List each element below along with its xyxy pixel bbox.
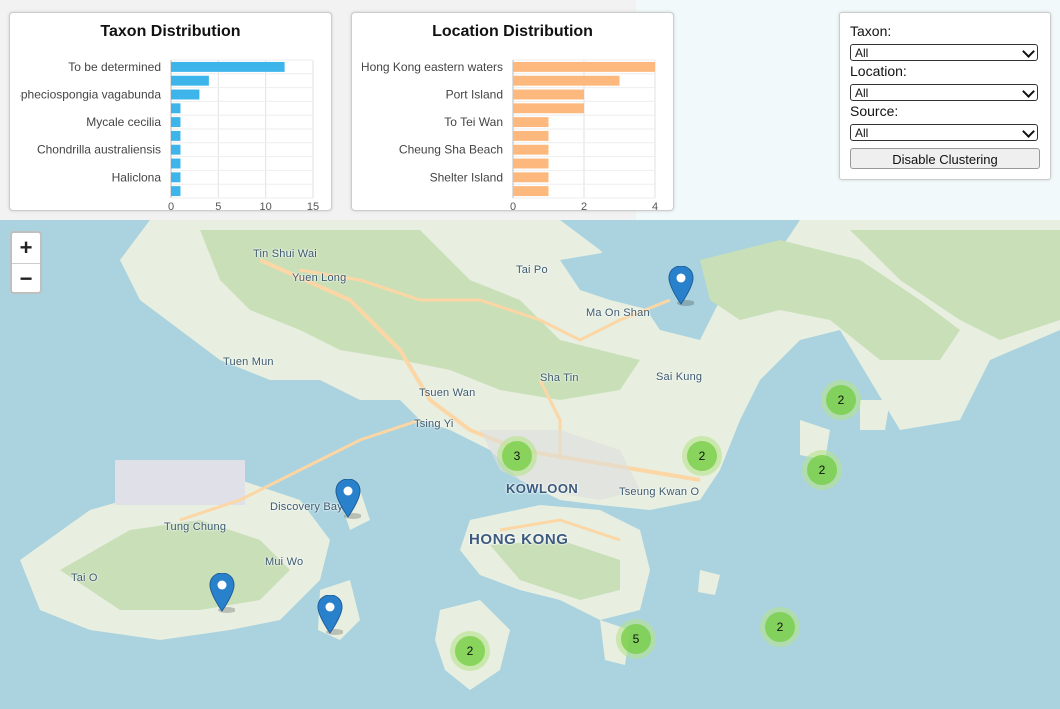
taxon-chart-panel: Taxon Distribution 0 5 10 15 To be determine… [9, 12, 332, 211]
place-label-tuen-mun: Tuen Mun [223, 356, 274, 368]
category-label: Haliclona [112, 170, 162, 184]
marker-cluster[interactable]: 2 [802, 450, 842, 490]
marker-cluster[interactable]: 2 [682, 436, 722, 476]
bar[interactable] [171, 144, 181, 155]
bar[interactable] [513, 172, 549, 183]
cluster-count: 2 [826, 385, 856, 415]
cluster-count: 2 [455, 636, 485, 666]
label-clip [352, 58, 362, 200]
place-label-yuen-long: Yuen Long [292, 272, 347, 284]
bar[interactable] [171, 117, 181, 128]
chevron-down-icon [1022, 125, 1035, 138]
chevron-down-icon [1022, 85, 1035, 98]
category-label: Shelter Island [430, 170, 503, 184]
zoom-in-button[interactable]: + [12, 233, 40, 264]
bar[interactable] [171, 89, 200, 100]
source-select[interactable]: All [850, 124, 1038, 141]
location-chart-panel: Location Distribution 0 2 4 Hong Kong easte… [351, 12, 674, 211]
map-pin-icon[interactable] [668, 266, 694, 306]
bar[interactable] [513, 61, 655, 72]
label-clip [10, 58, 20, 200]
bar[interactable] [171, 61, 285, 72]
category-label: To be determined [68, 60, 161, 74]
bar[interactable] [171, 158, 181, 169]
bar[interactable] [513, 89, 584, 100]
source-filter-label: Source: [850, 103, 899, 119]
x-tick-label: 2 [581, 201, 587, 210]
chevron-down-icon [1022, 45, 1035, 58]
location-chart: 0 2 4 Hong Kong eastern waters Port Island To… [352, 58, 658, 210]
bar[interactable] [513, 117, 549, 128]
category-label: Cheung Sha Beach [399, 143, 503, 157]
location-filter-label: Location: [850, 63, 907, 79]
place-label-tin-shui-wai: Tin Shui Wai [253, 248, 317, 260]
place-label-tsuen-wan: Tsuen Wan [419, 387, 476, 399]
taxon-select[interactable]: All [850, 44, 1038, 61]
taxon-chart: 0 5 10 15 To be determined Spheciospongia vag… [10, 58, 319, 210]
x-tick-label: 4 [652, 201, 658, 210]
x-tick-label: 5 [215, 201, 221, 210]
marker-cluster[interactable]: 5 [616, 619, 656, 659]
place-label-kowloon: KOWLOON [506, 481, 579, 496]
place-label-discovery-bay: Discovery Bay [270, 501, 343, 513]
place-label-tseung-kwan-o: Tseung Kwan O [619, 486, 700, 498]
place-label-tsing-yi: Tsing Yi [414, 418, 454, 430]
map-pin-icon[interactable] [317, 595, 343, 635]
filter-panel: Taxon: All Location: All Source: All Dis… [839, 12, 1051, 180]
bar[interactable] [513, 75, 620, 86]
bar[interactable] [513, 103, 584, 114]
x-tick-label: 0 [510, 201, 516, 210]
place-label-tung-chung: Tung Chung [164, 521, 227, 533]
place-label-sai-kung: Sai Kung [656, 371, 703, 383]
source-select-value: All [855, 126, 869, 140]
zoom-out-button[interactable]: − [19, 266, 33, 291]
zoom-control: + − [10, 231, 42, 294]
marker-cluster[interactable]: 2 [821, 380, 861, 420]
place-label-ma-on-shan: Ma On Shan [586, 307, 650, 319]
cluster-count: 2 [687, 441, 717, 471]
marker-cluster[interactable]: 2 [450, 631, 490, 671]
place-label-hong-kong: HONG KONG [469, 531, 569, 548]
bar[interactable] [513, 158, 549, 169]
category-label: Spheciospongia vagabunda [13, 88, 161, 102]
x-tick-label: 0 [168, 201, 174, 210]
bar[interactable] [513, 144, 549, 155]
category-label: Mycale cecilia [86, 115, 161, 129]
taxon-chart-title: Taxon Distribution [100, 23, 241, 40]
bar[interactable] [171, 75, 209, 86]
taxon-select-value: All [855, 46, 869, 60]
location-select[interactable]: All [850, 84, 1038, 101]
taxon-filter-label: Taxon: [850, 23, 892, 39]
cluster-count: 5 [621, 624, 651, 654]
place-label-tai-o: Tai O [71, 572, 98, 584]
toggle-clustering-button[interactable]: Disable Clustering [850, 148, 1040, 169]
bar[interactable] [171, 103, 181, 114]
category-label: Port Island [446, 88, 503, 102]
marker-cluster[interactable]: 3 [497, 436, 537, 476]
cluster-count: 2 [807, 455, 837, 485]
marker-cluster[interactable]: 2 [760, 607, 800, 647]
place-label-tai-po: Tai Po [516, 264, 548, 276]
place-label-sha-tin: Sha Tin [540, 372, 579, 384]
bar[interactable] [513, 130, 549, 141]
bar[interactable] [171, 172, 181, 183]
cluster-count: 3 [502, 441, 532, 471]
x-tick-label: 10 [260, 201, 272, 210]
location-select-value: All [855, 86, 869, 100]
bar[interactable] [171, 186, 181, 197]
map-pin-icon[interactable] [335, 479, 361, 519]
location-chart-title: Location Distribution [432, 23, 593, 40]
bar[interactable] [513, 186, 549, 197]
category-label: Chondrilla australiensis [37, 143, 161, 157]
x-tick-label: 15 [307, 201, 319, 210]
place-label-mui-wo: Mui Wo [265, 556, 304, 568]
category-label: Hong Kong eastern waters [361, 60, 503, 74]
cluster-count: 2 [765, 612, 795, 642]
category-label: To Tei Wan [444, 115, 503, 129]
map-pin-icon[interactable] [209, 573, 235, 613]
bar[interactable] [171, 130, 181, 141]
